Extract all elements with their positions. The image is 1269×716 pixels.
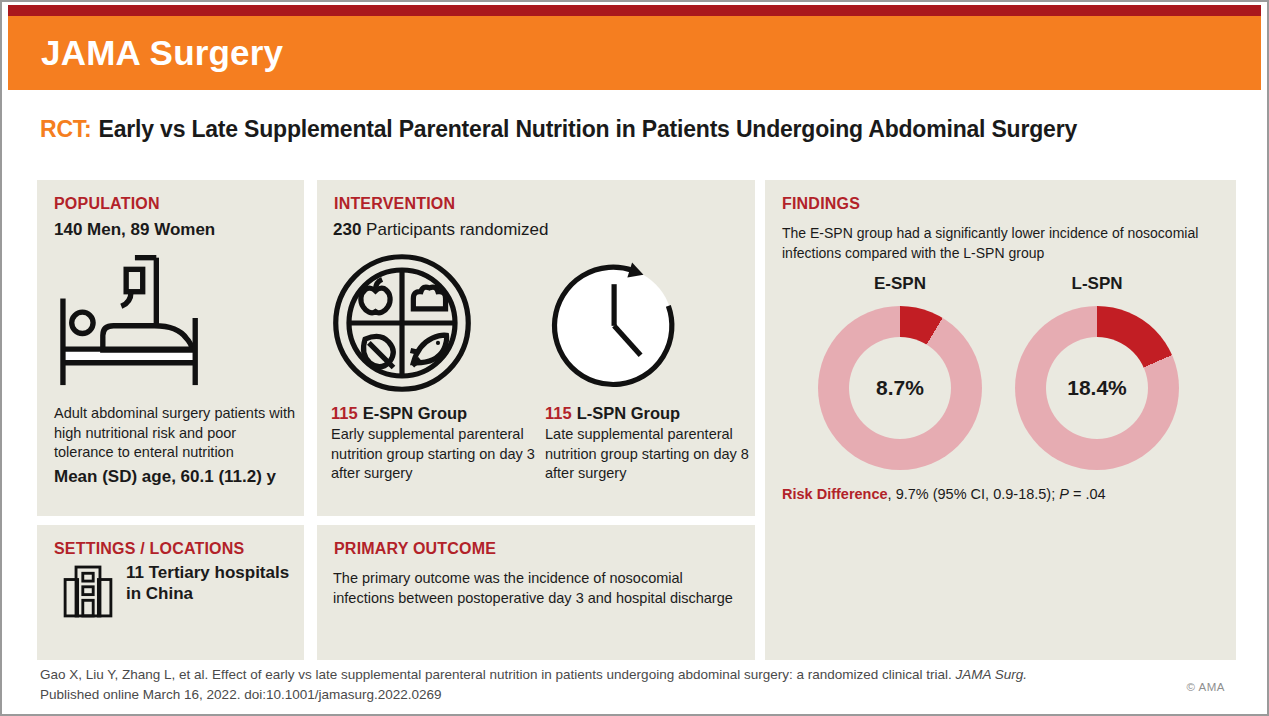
population-panel: POPULATION 140 Men, 89 Women Adult abdom… bbox=[37, 180, 304, 516]
journal-title: JAMA Surgery bbox=[41, 33, 283, 73]
population-description: Adult abdominal surgery patients with hi… bbox=[54, 404, 296, 463]
primary-outcome-heading: PRIMARY OUTCOME bbox=[334, 540, 496, 558]
intervention-panel: INTERVENTION 230 Participants randomized bbox=[317, 180, 755, 516]
lspn-description: Late supplemental parenteral nutrition g… bbox=[545, 425, 753, 484]
espn-donut-hole: 8.7% bbox=[849, 337, 951, 439]
findings-summary: The E-SPN group had a significantly lowe… bbox=[782, 224, 1230, 263]
ama-copyright: © AMA bbox=[1187, 681, 1225, 693]
lspn-name: L-SPN Group bbox=[577, 404, 681, 422]
settings-panel: SETTINGS / LOCATIONS 11 Tertiary hospita… bbox=[37, 525, 304, 660]
findings-panel: FINDINGS The E-SPN group had a significa… bbox=[765, 180, 1236, 660]
espn-description: Early supplemental parenteral nutrition … bbox=[331, 425, 539, 484]
espn-group-title: 115 E-SPN Group bbox=[331, 404, 543, 423]
randomized-text: Participants randomized bbox=[366, 220, 548, 239]
risk-difference-line: Risk Difference, 9.7% (95% CI, 0.9-18.5)… bbox=[782, 486, 1106, 502]
p-value: = .04 bbox=[1069, 486, 1106, 502]
lspn-group-column: 115 L-SPN Group Late supplemental parente… bbox=[545, 252, 757, 484]
settings-text: 11 Tertiary hospitals in China bbox=[126, 562, 296, 605]
lspn-count: 115 bbox=[545, 404, 572, 422]
randomized-line: 230 Participants randomized bbox=[333, 220, 548, 240]
espn-donut-chart: 8.7% bbox=[818, 306, 982, 470]
findings-heading: FINDINGS bbox=[782, 195, 860, 213]
visual-abstract-page: JAMA Surgery RCT: Early vs Late Supplemen… bbox=[0, 0, 1269, 716]
lspn-donut-value: 18.4% bbox=[1067, 376, 1127, 400]
lspn-donut-hole: 18.4% bbox=[1046, 337, 1148, 439]
patient-in-bed-with-iv-icon bbox=[59, 246, 205, 388]
population-heading: POPULATION bbox=[54, 195, 160, 213]
citation-line2: Published online March 16, 2022. doi:10.… bbox=[40, 685, 1147, 705]
hospital-building-icon bbox=[62, 558, 114, 626]
citation-journal: JAMA Surg. bbox=[956, 667, 1028, 682]
lspn-donut-chart: 18.4% bbox=[1015, 306, 1179, 470]
lspn-donut-label: L-SPN bbox=[1015, 274, 1179, 294]
study-title: RCT: Early vs Late Supplemental Parentera… bbox=[40, 116, 1247, 143]
espn-donut-label: E-SPN bbox=[818, 274, 982, 294]
intervention-heading: INTERVENTION bbox=[334, 195, 455, 213]
settings-heading: SETTINGS / LOCATIONS bbox=[54, 540, 244, 558]
espn-count: 115 bbox=[331, 404, 358, 422]
p-symbol: P bbox=[1059, 486, 1069, 502]
risk-difference-text: , 9.7% (95% CI, 0.9-18.5); bbox=[888, 486, 1060, 502]
randomized-count: 230 bbox=[333, 220, 361, 239]
espn-group-column: 115 E-SPN Group Early supplemental parent… bbox=[331, 252, 543, 484]
espn-donut-value: 8.7% bbox=[876, 376, 924, 400]
primary-outcome-text: The primary outcome was the incidence of… bbox=[333, 569, 745, 608]
top-accent-bar bbox=[8, 5, 1261, 16]
study-title-text: Early vs Late Supplemental Parenteral Nu… bbox=[99, 116, 1077, 142]
journal-masthead: JAMA Surgery bbox=[8, 16, 1261, 90]
lspn-group-title: 115 L-SPN Group bbox=[545, 404, 757, 423]
study-type-tag: RCT: bbox=[40, 116, 92, 142]
primary-outcome-panel: PRIMARY OUTCOME The primary outcome was … bbox=[317, 525, 755, 660]
espn-name: E-SPN Group bbox=[363, 404, 468, 422]
citation-line1: Gao X, Liu Y, Zhang L, et al. Effect of … bbox=[40, 665, 1147, 685]
population-demographics: 140 Men, 89 Women bbox=[54, 220, 215, 240]
food-plate-icon bbox=[331, 252, 543, 394]
citation-text: Gao X, Liu Y, Zhang L, et al. Effect of … bbox=[40, 667, 956, 682]
population-age: Mean (SD) age, 60.1 (11.2) y bbox=[54, 467, 276, 487]
clock-delay-icon bbox=[545, 252, 757, 394]
risk-difference-label: Risk Difference bbox=[782, 486, 888, 502]
citation-footer: Gao X, Liu Y, Zhang L, et al. Effect of … bbox=[40, 665, 1147, 706]
